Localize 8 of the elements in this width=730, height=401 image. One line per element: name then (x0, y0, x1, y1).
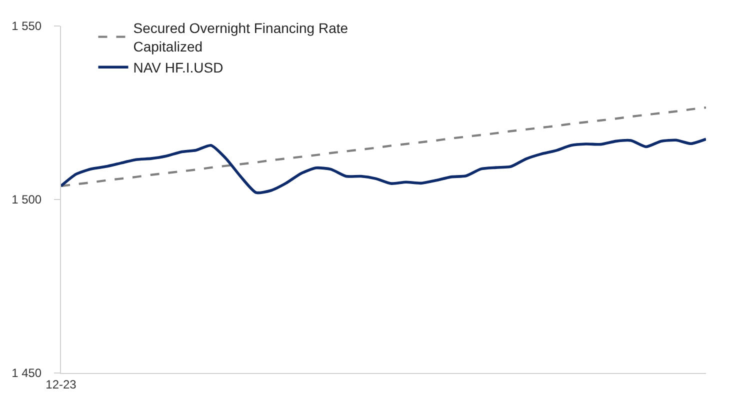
x-tick-label: 12-23 (46, 377, 77, 392)
legend-label: Secured Overnight Financing Rate Capitalized (133, 20, 348, 54)
y-tick-label: 1 500 (12, 192, 42, 207)
y-tick-label: 1 450 (12, 366, 42, 380)
y-tick-label: 1 550 (12, 19, 42, 34)
legend-label: NAV HF.I.USD (133, 60, 224, 76)
line-series (61, 106, 706, 188)
line-series (61, 138, 706, 194)
